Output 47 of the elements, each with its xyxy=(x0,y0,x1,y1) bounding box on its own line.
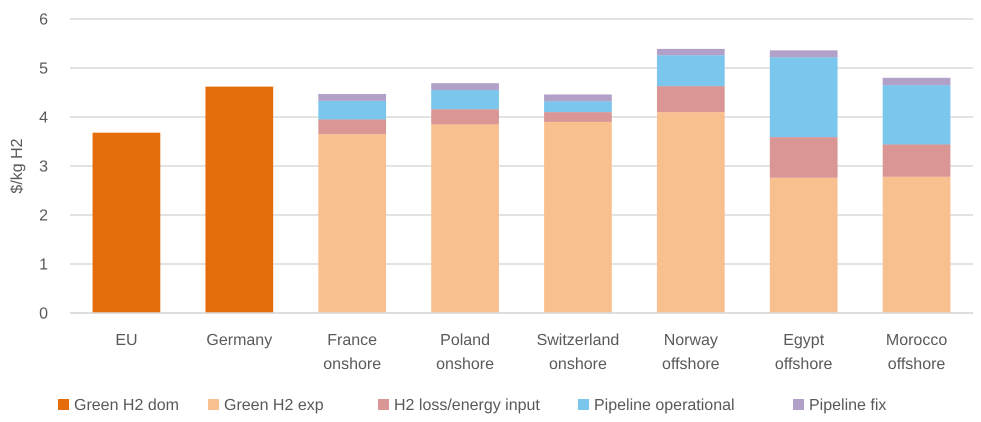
x-tick-label: Switzerland onshore xyxy=(536,332,620,373)
bar xyxy=(656,55,725,86)
y-tick-label: 1 xyxy=(39,256,48,274)
bar xyxy=(770,178,838,313)
y-tick-label: 5 xyxy=(39,60,48,78)
bar xyxy=(431,90,499,110)
bar xyxy=(318,94,386,101)
bar xyxy=(544,94,612,102)
x-tick-label: EU xyxy=(115,332,138,349)
bar xyxy=(544,122,612,313)
x-tick-label: Norway offshore xyxy=(662,332,720,373)
bar xyxy=(431,83,499,90)
legend-label: Pipeline fix xyxy=(809,397,886,414)
bar xyxy=(882,85,950,144)
bar xyxy=(770,57,838,138)
y-tick-label: 0 xyxy=(39,306,48,323)
bar xyxy=(544,112,612,122)
bar xyxy=(882,144,950,177)
x-tick-label: France onshore xyxy=(323,332,382,373)
y-tick-label: 2 xyxy=(39,208,48,225)
y-axis-title: $/kg H2 xyxy=(9,138,26,194)
x-tick-label: Egypt offshore xyxy=(774,332,833,373)
bar xyxy=(882,78,950,86)
bar xyxy=(656,48,725,56)
bar xyxy=(656,112,725,313)
bar xyxy=(318,119,386,134)
bar xyxy=(544,101,612,112)
legend-label: Green H2 dom xyxy=(74,397,179,414)
y-tick-label: 6 xyxy=(39,12,48,29)
bar xyxy=(92,132,160,313)
bar xyxy=(318,100,386,120)
x-tick-label: Morocco offshore xyxy=(886,332,948,373)
y-tick-label: 3 xyxy=(39,158,48,176)
legend-label: Pipeline operational xyxy=(594,397,735,414)
x-tick-label: Germany xyxy=(206,332,272,349)
legend-label: Green H2 exp xyxy=(224,397,324,414)
bar xyxy=(770,50,838,58)
bar xyxy=(205,86,274,313)
y-tick-label: 4 xyxy=(39,110,48,127)
bar xyxy=(431,124,499,313)
legend-label: H2 loss/energy input xyxy=(394,397,540,414)
bar xyxy=(770,137,838,178)
bar xyxy=(656,86,725,112)
bar xyxy=(318,134,386,313)
bar xyxy=(431,109,499,124)
x-tick-label: Poland onshore xyxy=(436,332,494,373)
bar xyxy=(882,176,950,313)
